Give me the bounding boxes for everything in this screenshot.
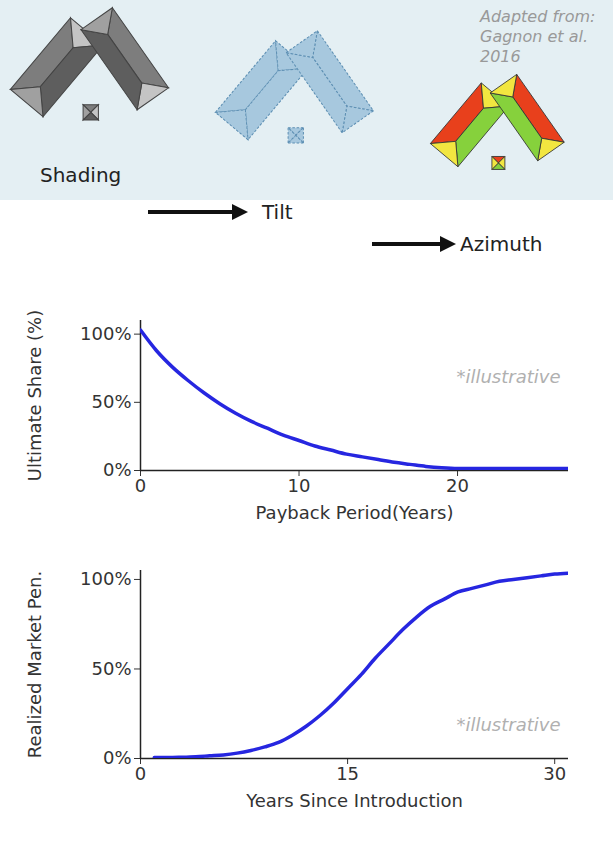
- svg-text:100%: 100%: [80, 323, 131, 344]
- svg-text:Payback Period(Years): Payback Period(Years): [256, 502, 454, 523]
- svg-text:100%: 100%: [80, 568, 131, 589]
- svg-text:Tilt: Tilt: [261, 200, 293, 224]
- svg-text:*illustrative: *illustrative: [456, 714, 560, 735]
- svg-text:30: 30: [543, 763, 566, 784]
- svg-text:0%: 0%: [103, 459, 132, 480]
- svg-text:0: 0: [135, 475, 146, 496]
- svg-text:0%: 0%: [103, 747, 132, 768]
- svg-text:Ultimate Share (%): Ultimate Share (%): [24, 310, 45, 481]
- svg-text:0: 0: [135, 763, 146, 784]
- svg-text:50%: 50%: [91, 658, 131, 679]
- svg-text:20: 20: [446, 475, 469, 496]
- svg-text:Azimuth: Azimuth: [460, 232, 542, 256]
- svg-text:Realized Market Pen.: Realized Market Pen.: [24, 571, 45, 759]
- svg-text:15: 15: [336, 763, 359, 784]
- svg-text:50%: 50%: [91, 391, 131, 412]
- svg-text:Adapted from:Gagnon et al.2016: Adapted from:Gagnon et al.2016: [479, 7, 595, 66]
- svg-text:Shading: Shading: [40, 163, 121, 187]
- svg-text:10: 10: [288, 475, 311, 496]
- svg-text:Years Since Introduction: Years Since Introduction: [245, 790, 463, 811]
- svg-text:*illustrative: *illustrative: [456, 366, 560, 387]
